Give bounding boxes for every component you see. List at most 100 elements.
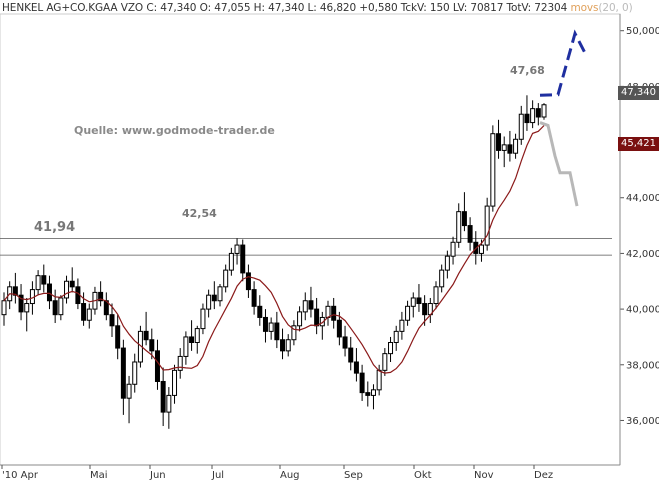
candle-body — [166, 394, 172, 413]
candle-body — [422, 303, 428, 316]
candle-body — [501, 144, 507, 151]
indicator-params: (20, 0) — [598, 2, 633, 14]
candle-body — [257, 305, 263, 318]
candle-body — [223, 269, 229, 288]
y-tick-label: 40,000 — [626, 305, 659, 316]
moving-average-line — [3, 125, 545, 374]
candle-body — [41, 275, 47, 285]
x-tick-label: Sep — [344, 470, 363, 480]
candle-body — [172, 369, 178, 396]
candle-body — [46, 283, 52, 302]
quote-values: C: 47,340 O: 47,055 H: 47,340 L: 46,820 … — [146, 2, 568, 14]
candle-body — [52, 300, 58, 316]
candle-body — [262, 316, 268, 332]
candle-body — [308, 300, 314, 310]
candle-body — [24, 303, 30, 313]
x-tick-label: Dez — [534, 470, 553, 480]
candle-body — [194, 328, 200, 344]
candle-body — [86, 308, 92, 321]
candle-body — [416, 297, 422, 305]
candle-body — [18, 294, 24, 313]
candle-body — [450, 241, 456, 257]
indicator-label: movs — [570, 2, 599, 14]
candle-body — [189, 336, 195, 344]
candle-body — [285, 339, 291, 352]
quote-header: HENKEL AG+CO.KGAA VZO C: 47,340 O: 47,05… — [2, 1, 633, 15]
candle-body — [524, 113, 530, 124]
candle-body — [120, 347, 126, 399]
candle-body — [291, 325, 297, 341]
candle-body — [370, 389, 376, 396]
candle-body — [359, 372, 365, 394]
candle-body — [331, 305, 337, 321]
candle-body — [251, 289, 257, 307]
candle-body — [336, 319, 342, 338]
candle-body — [64, 280, 70, 299]
candle-body — [410, 297, 416, 307]
candle-body — [217, 286, 223, 302]
candle-body — [496, 133, 502, 151]
candle-body — [12, 286, 18, 296]
y-tick-label: 44,000 — [626, 193, 659, 204]
candle-body — [245, 272, 251, 291]
candle-body — [206, 294, 212, 310]
candle-body — [467, 225, 473, 243]
candle-body — [518, 113, 524, 140]
y-tick-label: 50,000 — [626, 26, 659, 37]
candle-body — [297, 311, 303, 327]
candle-body — [109, 314, 115, 327]
candle-body — [513, 138, 519, 154]
candle-body — [177, 355, 183, 371]
candle-body — [98, 291, 104, 302]
candle-body — [399, 319, 405, 332]
last-price-tag: 47,340 — [618, 86, 659, 100]
candle-body — [319, 316, 325, 327]
candle-body — [69, 280, 75, 288]
x-tick-label: Mai — [90, 470, 108, 480]
candle-body — [154, 350, 160, 382]
candle-body — [274, 322, 280, 341]
candle-body — [348, 347, 354, 363]
candle-body — [444, 255, 450, 271]
candle-body — [461, 211, 467, 227]
x-tick-label: Jul — [211, 470, 224, 480]
candle-body — [240, 244, 246, 274]
candle-body — [1, 300, 7, 316]
y-tick-label: 38,000 — [626, 360, 659, 371]
level-label-mid-high: 42,54 — [182, 207, 217, 220]
candle-body — [530, 108, 536, 124]
candle-body — [353, 361, 359, 374]
candle-body — [507, 144, 513, 154]
bearish-projection — [539, 121, 579, 207]
candle-body — [439, 269, 445, 288]
candle-body — [541, 104, 547, 118]
candle-body — [388, 342, 394, 355]
candle-body — [325, 305, 331, 318]
candle-body — [302, 300, 308, 313]
candle-body — [490, 133, 496, 207]
x-tick-label: Jun — [149, 470, 166, 480]
x-tick-label: '10 Apr — [2, 470, 39, 480]
plot-area — [0, 13, 621, 466]
candle-body — [478, 244, 484, 254]
candle-body — [268, 322, 274, 332]
x-tick-label: Okt — [414, 470, 432, 480]
candle-body — [314, 308, 320, 327]
candle-body — [211, 294, 217, 302]
candle-body — [115, 325, 121, 349]
x-tick-label: Nov — [474, 470, 494, 480]
candle-body — [149, 339, 155, 352]
candle-body — [183, 336, 189, 357]
candle-body — [365, 392, 371, 396]
candle-body — [280, 339, 286, 352]
candle-body — [35, 275, 41, 291]
candle-body — [535, 108, 541, 118]
y-tick-label: 42,000 — [626, 249, 659, 260]
candle-body — [376, 369, 382, 391]
candle-body — [143, 330, 149, 341]
candle-body — [81, 303, 87, 321]
level-label-recent-high: 47,68 — [510, 64, 545, 77]
candle-body — [382, 353, 388, 371]
candle-body — [234, 244, 240, 254]
